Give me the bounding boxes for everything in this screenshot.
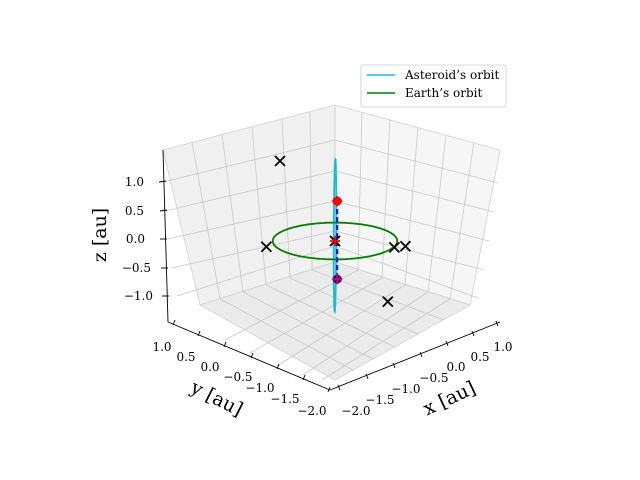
legend-asteroid-label: Asteroid’s orbit: [404, 68, 499, 82]
x-tick-label: −1.0: [391, 382, 420, 396]
plot-layer: [260, 155, 412, 314]
plus-marker: [330, 236, 340, 246]
x-tick-label: 0.0: [446, 360, 465, 374]
x-tick-label: −2.0: [341, 404, 370, 418]
y-tick-label: 0.0: [200, 360, 219, 374]
cross-marker: [388, 241, 401, 253]
z-tick-label: −0.5: [122, 261, 151, 275]
x-tick-label: −1.5: [365, 393, 394, 407]
x-tick-label: 1.0: [493, 340, 512, 354]
earth-s-orbit-line: [271, 221, 399, 261]
y-tick-label: −1.0: [245, 381, 274, 395]
legend: Asteroid’s orbit Earth’s orbit: [360, 64, 507, 108]
cross-marker: [260, 241, 272, 253]
cross-marker: [382, 295, 394, 308]
plus-marker: [332, 274, 343, 285]
x-tick-label: −0.5: [419, 371, 448, 385]
z-axis-label: z [au]: [89, 208, 111, 262]
y-tick-label: 0.5: [176, 350, 195, 364]
axis-spines: [162, 149, 501, 391]
y-tick-label: 1.0: [152, 340, 171, 354]
z-tick-label: 1.0: [125, 175, 144, 189]
y-tick-label: −2.0: [297, 404, 326, 418]
y-tick-label: −0.5: [223, 370, 252, 384]
plus-marker: [332, 196, 343, 207]
cross-marker: [274, 155, 286, 167]
y-tick-label: −1.5: [270, 392, 299, 406]
x-tick-label: 0.5: [470, 350, 489, 364]
z-tick-label: 0.5: [125, 204, 144, 218]
cross-marker: [399, 240, 412, 252]
z-tick-label: 0.0: [126, 232, 145, 246]
legend-box: [360, 64, 507, 108]
z-tick-label: −1.0: [124, 289, 153, 303]
grid-lines: [162, 111, 499, 381]
legend-earth-label: Earth’s orbit: [405, 86, 482, 100]
tick-marks: [158, 180, 499, 393]
